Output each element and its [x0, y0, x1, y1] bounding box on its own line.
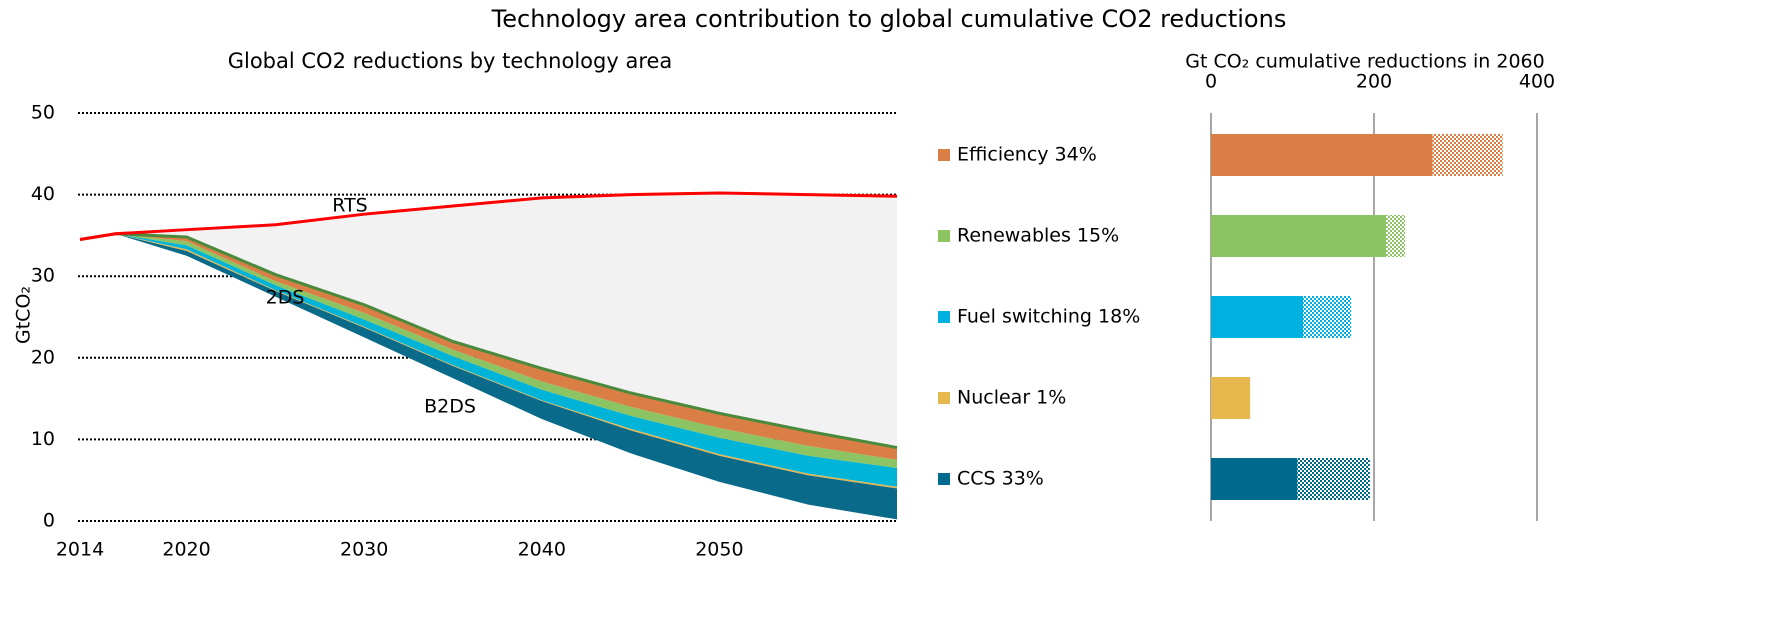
bar [1211, 134, 1433, 176]
figure-title: Technology area contribution to global c… [491, 5, 1287, 33]
legend-label: Nuclear 1% [957, 387, 1066, 409]
x-tick-label: 0 [1205, 71, 1217, 93]
gap-area [80, 192, 897, 448]
x-tick-label: 2020 [162, 539, 210, 561]
stack-area [80, 233, 897, 487]
line-label: B2DS [424, 396, 476, 418]
x-tick-label: 2014 [56, 539, 104, 561]
chart-title: Gt CO₂ cumulative reductions in 2060 [1185, 51, 1544, 73]
legend-swatch [938, 311, 950, 323]
bar-hatched [1432, 134, 1503, 176]
y-tick-label: 20 [31, 346, 55, 368]
y-tick-label: 50 [31, 102, 55, 124]
bar-hatched [1386, 215, 1405, 257]
legend-swatch [938, 230, 950, 242]
y-tick-label: 30 [31, 265, 55, 287]
bar [1211, 296, 1304, 338]
y-tick-label: 0 [43, 510, 55, 532]
line-2ds [79, 232, 898, 450]
chart-title: Global CO2 reductions by technology area [228, 49, 673, 73]
line-label: RTS [332, 195, 368, 217]
legend-label: Efficiency 34% [957, 144, 1097, 166]
x-tick-label: 2050 [695, 539, 743, 561]
legend-swatch [938, 149, 950, 161]
legend-swatch [938, 473, 950, 485]
y-axis-label: GtCO₂ [13, 286, 35, 344]
stack-area [80, 233, 897, 460]
x-tick-label: 400 [1519, 71, 1555, 93]
x-tick-label: 2030 [340, 539, 388, 561]
x-tick-label: 200 [1356, 71, 1392, 93]
bar [1211, 458, 1298, 500]
bar [1211, 377, 1251, 419]
y-tick-label: 10 [31, 428, 55, 450]
y-tick-label: 40 [31, 183, 55, 205]
line-label: 2DS [266, 287, 305, 309]
legend-label: Renewables 15% [957, 225, 1119, 247]
bar-hatched [1297, 458, 1370, 500]
legend-label: Fuel switching 18% [957, 306, 1140, 328]
legend-swatch [938, 392, 950, 404]
legend-label: CCS 33% [957, 468, 1044, 490]
bar [1211, 215, 1387, 257]
x-tick-label: 2040 [518, 539, 566, 561]
bar-hatched [1303, 296, 1352, 338]
line-rts [79, 191, 898, 241]
stack-area [80, 233, 897, 520]
